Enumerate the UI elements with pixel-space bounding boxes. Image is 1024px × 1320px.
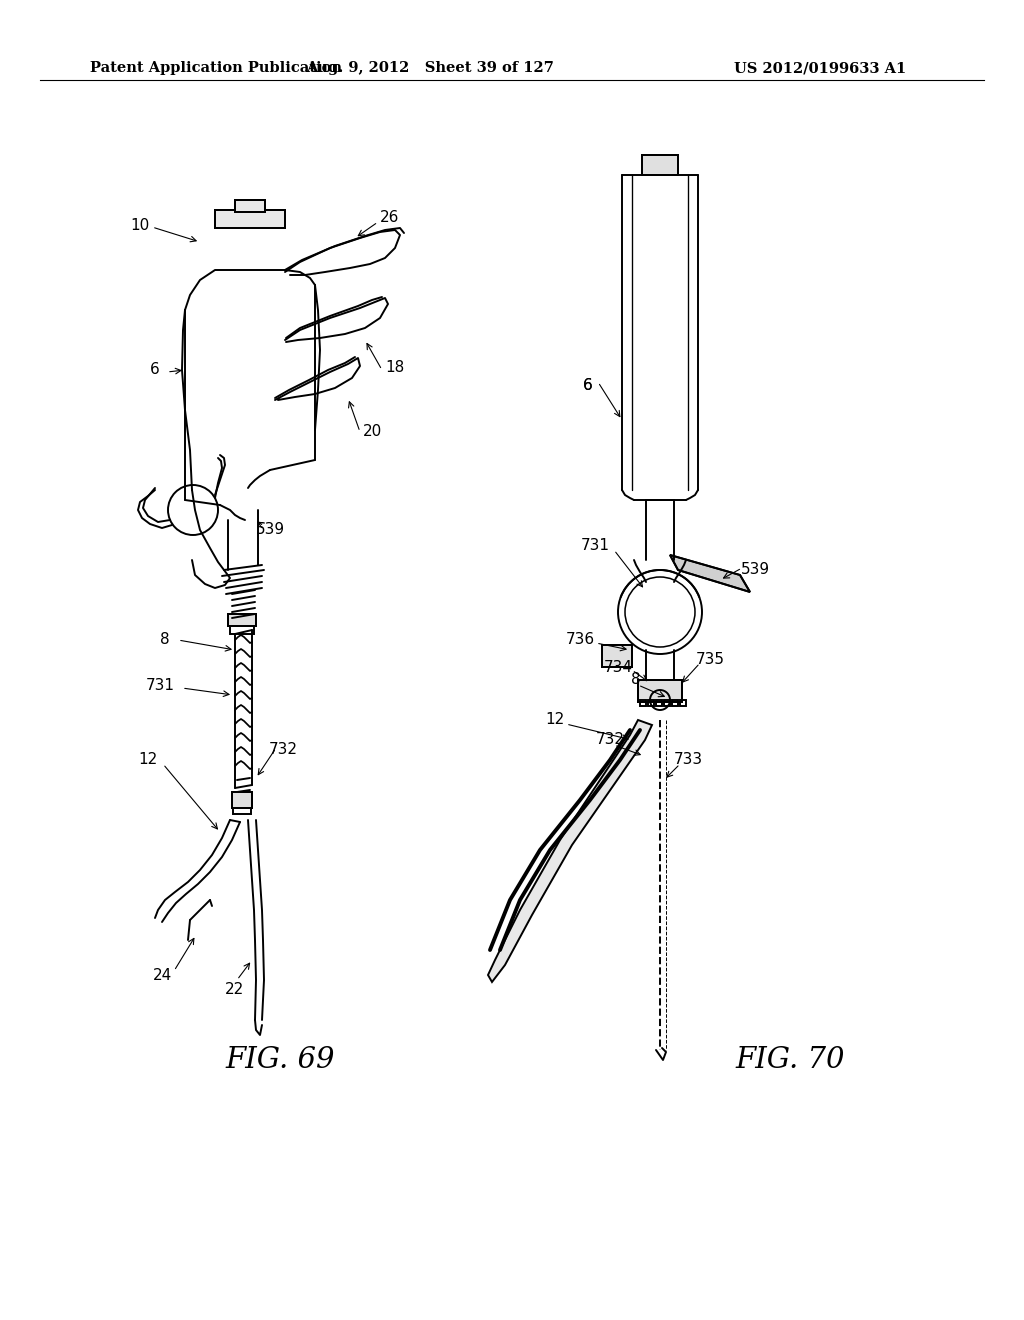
Bar bbox=[638, 680, 682, 702]
Bar bbox=[638, 680, 682, 702]
Bar bbox=[232, 792, 252, 808]
Text: 12: 12 bbox=[138, 752, 158, 767]
Text: Aug. 9, 2012   Sheet 39 of 127: Aug. 9, 2012 Sheet 39 of 127 bbox=[306, 61, 554, 75]
Text: 10: 10 bbox=[130, 218, 150, 232]
Polygon shape bbox=[670, 554, 750, 591]
Bar bbox=[232, 792, 252, 808]
Text: 6: 6 bbox=[583, 378, 593, 392]
Bar bbox=[672, 700, 678, 706]
Bar bbox=[642, 154, 678, 176]
Text: 8: 8 bbox=[631, 672, 641, 688]
Bar bbox=[664, 700, 670, 706]
Bar bbox=[234, 201, 265, 213]
Bar bbox=[233, 808, 251, 814]
Bar bbox=[602, 645, 632, 667]
Bar bbox=[602, 645, 632, 667]
Bar bbox=[230, 626, 254, 634]
Bar bbox=[648, 700, 654, 706]
Text: 22: 22 bbox=[225, 982, 245, 998]
Bar bbox=[656, 700, 662, 706]
Bar bbox=[640, 700, 646, 706]
Bar bbox=[642, 154, 678, 176]
Text: 734: 734 bbox=[603, 660, 633, 676]
Text: 12: 12 bbox=[546, 713, 564, 727]
Text: 732: 732 bbox=[268, 742, 298, 758]
Text: 732: 732 bbox=[596, 733, 625, 747]
Text: FIG. 70: FIG. 70 bbox=[735, 1045, 845, 1074]
Bar bbox=[228, 614, 256, 626]
Text: 539: 539 bbox=[255, 523, 285, 537]
Bar bbox=[228, 614, 256, 626]
Text: 731: 731 bbox=[581, 537, 609, 553]
Text: Patent Application Publication: Patent Application Publication bbox=[90, 61, 342, 75]
Bar bbox=[215, 210, 285, 228]
Text: 24: 24 bbox=[154, 968, 173, 982]
Polygon shape bbox=[488, 719, 652, 982]
Text: US 2012/0199633 A1: US 2012/0199633 A1 bbox=[734, 61, 906, 75]
Text: 26: 26 bbox=[380, 210, 399, 226]
Text: 736: 736 bbox=[565, 632, 595, 648]
Text: 6: 6 bbox=[151, 363, 160, 378]
Text: 18: 18 bbox=[385, 360, 404, 375]
Text: 539: 539 bbox=[740, 562, 770, 578]
Text: 6: 6 bbox=[583, 378, 593, 392]
Bar bbox=[680, 700, 686, 706]
Text: 733: 733 bbox=[674, 752, 702, 767]
Bar bbox=[234, 201, 265, 213]
Text: 8: 8 bbox=[160, 632, 170, 648]
Text: 731: 731 bbox=[145, 677, 174, 693]
Text: 20: 20 bbox=[362, 425, 382, 440]
Text: 735: 735 bbox=[695, 652, 725, 668]
Text: FIG. 69: FIG. 69 bbox=[225, 1045, 335, 1074]
Bar bbox=[215, 210, 285, 228]
